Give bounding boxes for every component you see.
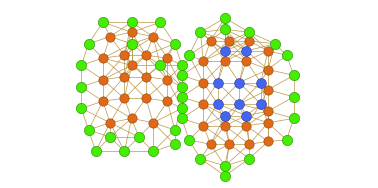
Point [129, 42, 135, 45]
Point [197, 157, 203, 160]
Point [107, 35, 113, 38]
Point [258, 81, 264, 84]
Point [78, 85, 84, 88]
Point [246, 143, 252, 146]
Point [222, 114, 228, 117]
Point [258, 102, 264, 105]
Point [129, 21, 135, 24]
Point [143, 75, 149, 78]
Point [291, 74, 297, 77]
Point [136, 136, 142, 139]
Point [222, 164, 228, 167]
Point [78, 64, 84, 67]
Point [129, 31, 135, 34]
Point [243, 124, 249, 127]
Point [172, 143, 178, 146]
Point [143, 54, 149, 57]
Point [197, 31, 203, 34]
Point [291, 95, 297, 98]
Point [236, 102, 242, 105]
Point [179, 74, 185, 77]
Point [93, 150, 99, 153]
Point [215, 102, 221, 105]
Point [164, 100, 170, 103]
Point [186, 54, 192, 57]
Point [265, 121, 271, 124]
Point [164, 57, 170, 60]
Point [78, 107, 84, 110]
Point [157, 64, 163, 67]
Point [265, 110, 271, 113]
Point [265, 68, 271, 71]
Point [85, 128, 91, 131]
Point [164, 78, 170, 81]
Point [243, 114, 249, 117]
Point [200, 59, 206, 62]
Point [272, 42, 278, 45]
Point [150, 150, 156, 153]
Point [222, 59, 228, 62]
Point [226, 39, 232, 42]
Point [129, 117, 135, 120]
Point [246, 157, 252, 160]
Point [222, 28, 228, 31]
Point [243, 49, 249, 52]
Point [208, 39, 214, 42]
Point [222, 174, 228, 177]
Point [107, 136, 113, 139]
Point [179, 107, 185, 110]
Point [265, 140, 271, 143]
Point [179, 85, 185, 88]
Point [129, 64, 135, 67]
Point [179, 64, 185, 67]
Point [265, 88, 271, 91]
Point [246, 31, 252, 34]
Point [200, 124, 206, 127]
Point [143, 97, 149, 100]
Point [243, 59, 249, 62]
Point [186, 138, 192, 141]
Point [222, 16, 228, 19]
Point [222, 49, 228, 52]
Point [172, 42, 178, 45]
Point [107, 121, 113, 124]
Point [291, 117, 297, 120]
Point [85, 42, 91, 45]
Point [246, 39, 252, 42]
Point [121, 75, 127, 78]
Point [236, 81, 242, 84]
Point [157, 21, 163, 24]
Point [200, 81, 206, 84]
Point [226, 143, 232, 146]
Point [121, 54, 127, 57]
Point [121, 150, 127, 153]
Point [100, 78, 106, 81]
Point [100, 21, 106, 24]
Point [215, 81, 221, 84]
Point [121, 97, 127, 100]
Point [150, 121, 156, 124]
Point [200, 102, 206, 105]
Point [100, 100, 106, 103]
Point [208, 143, 214, 146]
Point [284, 54, 290, 57]
Point [284, 138, 290, 141]
Point [150, 35, 156, 38]
Point [100, 57, 106, 60]
Point [172, 128, 178, 131]
Point [179, 95, 185, 98]
Point [179, 117, 185, 120]
Point [265, 49, 271, 52]
Point [222, 124, 228, 127]
